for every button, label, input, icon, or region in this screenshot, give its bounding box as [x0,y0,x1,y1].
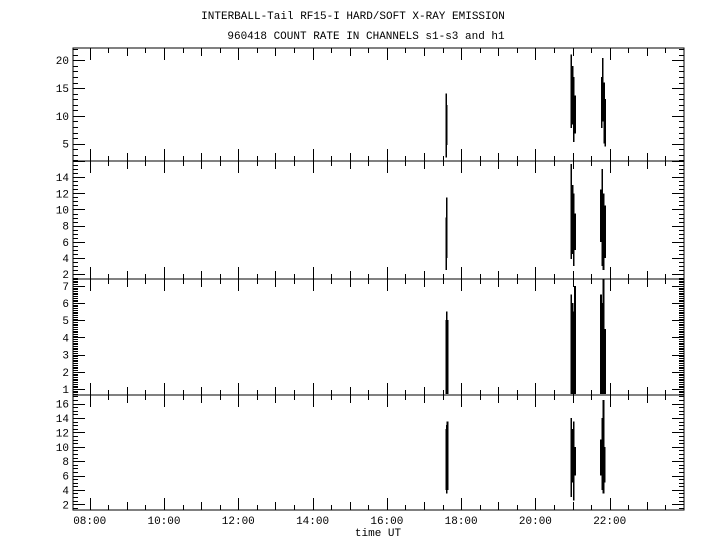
y-tick-label: 15 [56,84,69,96]
panel-3-frame [72,278,685,396]
y-tick-label: 5 [62,140,69,152]
y-tick-label: 6 [62,472,69,484]
x-tick-label: 14:00 [296,516,329,528]
y-tick-label: 8 [62,457,69,469]
x-tick-label: 10:00 [147,516,180,528]
panel-4-frame [72,394,685,511]
y-tick-label: 2 [62,368,69,380]
y-tick-label: 20 [56,56,69,68]
x-tick-label: 08:00 [73,516,106,528]
x-tick-label: 18:00 [445,516,478,528]
y-tick-label: 6 [62,238,69,250]
panel-2-frame [72,160,685,280]
y-tick-label: 1 [62,385,69,397]
y-tick-label: 14 [56,414,70,426]
y-tick-label: 14 [56,173,70,185]
y-tick-label: 10 [56,112,69,124]
chart-title: INTERBALL-Tail RF15-I HARD/SOFT X-RAY EM… [201,11,505,23]
y-tick-label: 4 [62,254,69,266]
y-tick-label: 8 [62,222,69,234]
y-tick-label: 4 [62,486,69,498]
x-tick-label: 12:00 [222,516,255,528]
chart-subtitle: 960418 COUNT RATE IN CHANNELS s1-s3 and … [227,31,505,43]
x-axis-label: time UT [355,528,402,540]
y-tick-label: 5 [62,316,69,328]
x-tick-label: 20:00 [519,516,552,528]
y-tick-label: 16 [56,400,69,412]
y-tick-label: 3 [62,351,69,363]
x-tick-label: 16:00 [370,516,403,528]
y-tick-label: 10 [56,443,69,455]
y-tick-label: 12 [56,189,69,201]
y-tick-label: 7 [62,282,69,294]
y-tick-label: 10 [56,205,69,217]
x-tick-label: 22:00 [593,516,626,528]
y-tick-label: 2 [62,270,69,282]
y-tick-label: 4 [62,333,69,345]
panel-1-frame [72,47,685,162]
y-tick-label: 2 [62,500,69,512]
y-tick-label: 12 [56,428,69,440]
y-tick-label: 6 [62,299,69,311]
